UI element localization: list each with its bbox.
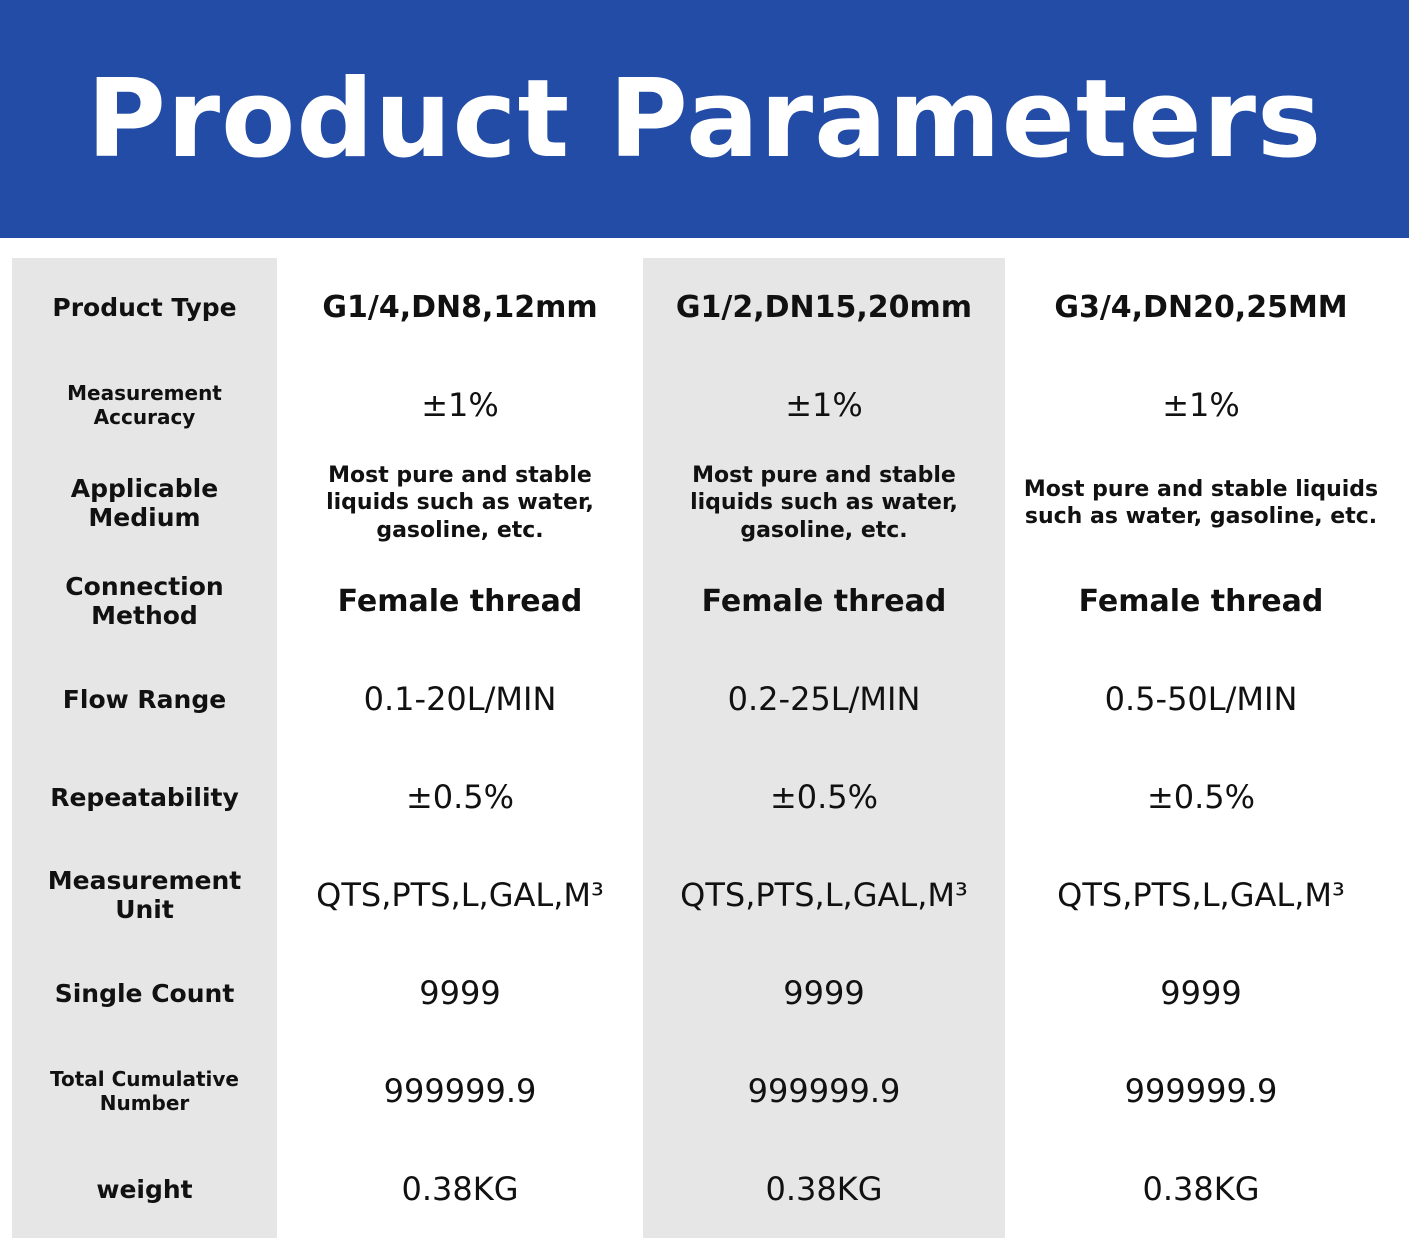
cell-value: QTS,PTS,L,GAL,M³ [1057,876,1345,914]
cell-value: 999999.9 [643,1042,1005,1140]
row-label: Product Type [12,258,277,356]
cell-value: 0.38KG [401,1170,519,1208]
cell-value: 0.38KG [1142,1170,1260,1208]
cell-value: ±1% [643,356,1005,454]
cell-value: Female thread [643,552,1005,650]
cell-value: 0.2-25L/MIN [643,650,1005,748]
cell-value: G1/2,DN15,20mm [643,258,1005,356]
row-label: weight [12,1140,277,1238]
header: Product Parameters [0,0,1409,238]
cell-value: QTS,PTS,L,GAL,M³ [316,876,604,914]
row-label: Total Cumulative Number [12,1042,277,1140]
row-label: Connection Method [12,552,277,650]
row-label: Single Count [12,944,277,1042]
row-label: Repeatability [12,748,277,846]
cell-value: Most pure and stable liquids such as wat… [1023,476,1379,530]
cell-value: ±0.5% [405,778,515,816]
cell-value: 9999 [643,944,1005,1042]
row-label: Measurement Unit [12,846,277,944]
cell-value: Female thread [337,583,583,619]
cell-value: QTS,PTS,L,GAL,M³ [643,846,1005,944]
cell-value: 9999 [419,974,501,1012]
cell-value: 9999 [1160,974,1242,1012]
parameter-table: Product Type G1/4,DN8,12mm G1/2,DN15,20mm G… [12,258,1397,1238]
cell-value: 999999.9 [1124,1072,1278,1110]
cell-value: 999999.9 [383,1072,537,1110]
cell-value: 0.1-20L/MIN [363,680,557,718]
cell-value: 0.5-50L/MIN [1104,680,1298,718]
cell-value: G1/4,DN8,12mm [322,289,598,325]
cell-value: Most pure and stable liquids such as wat… [326,462,594,543]
cell-value: G3/4,DN20,25MM [1054,289,1348,325]
cell-value: ±1% [1162,386,1240,424]
cell-value: ±0.5% [1146,778,1256,816]
cell-value: ±0.5% [643,748,1005,846]
cell-value: 0.38KG [643,1140,1005,1238]
cell-value: Female thread [1078,583,1324,619]
row-label: Measurement Accuracy [12,356,277,454]
row-label: Applicable Medium [12,454,277,552]
row-label: Flow Range [12,650,277,748]
cell-value: ±1% [421,386,499,424]
cell-value: Most pure and stable liquids such as wat… [643,454,1005,552]
title: Product Parameters [86,56,1323,182]
